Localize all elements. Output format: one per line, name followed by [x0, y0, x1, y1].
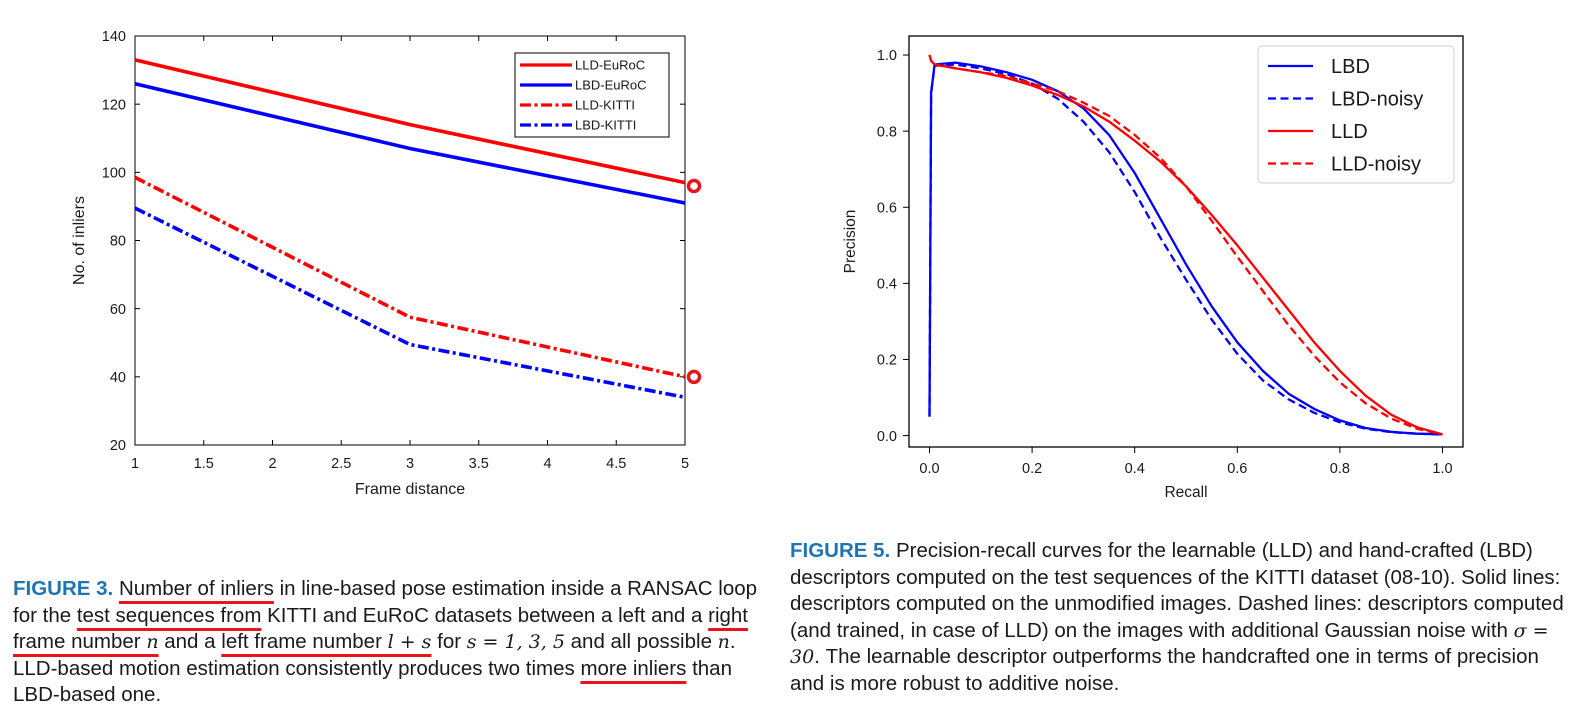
x-tick-label: 2.5: [331, 456, 351, 472]
x-tick-label: 5: [681, 456, 689, 472]
charts-canvas: 1 1.5 2 2.5 3 3.5 4 4.5 5 20 40 60 80 100 120 140 Frame …: [71, 29, 1464, 501]
legend-entry-label: LLD-EuRoC: [575, 58, 645, 73]
y-tick-label: 120: [102, 97, 126, 113]
legend-entry-label: LLD-noisy: [1331, 154, 1421, 176]
x-tick-label: 0.0: [919, 461, 939, 477]
underlined-text: right frame number n: [13, 604, 748, 654]
caption-text: Precision-recall curves for the learnabl…: [790, 539, 1564, 642]
x-tick-label: 1.0: [1432, 461, 1452, 477]
series-line-lld-euroc: [134, 58, 686, 185]
series-line-lbd-euroc: [134, 81, 686, 205]
legend-entry-label: LBD-KITTI: [575, 118, 636, 133]
caption-text: and a: [158, 630, 222, 654]
x-tick-label: 0.2: [1022, 461, 1042, 477]
x-tick-label: 1.5: [194, 456, 214, 472]
annotation-circle-marker: [686, 178, 702, 194]
x-tick-label: 0.6: [1227, 461, 1247, 477]
caption-text: in line-based pose estimation inside a R…: [13, 577, 758, 627]
underlined-text: left frame number l + s: [221, 630, 431, 653]
legend-entry-label: LBD-noisy: [1331, 89, 1423, 111]
y-tick-label: 140: [102, 29, 126, 45]
underlined-text: test sequences from: [76, 603, 262, 627]
caption-text: left frame number: [221, 630, 388, 654]
x-tick-label: 0.8: [1330, 461, 1350, 477]
series-line-lbd: [928, 61, 1443, 436]
figure-5-label: FIGURE 5.: [790, 539, 891, 562]
legend-entry-label: LBD: [1331, 56, 1370, 78]
math-l-plus-s: l + s: [387, 631, 432, 654]
y-tick-label: 40: [110, 370, 126, 386]
y-tick-label: 0.8: [877, 124, 897, 140]
x-tick-label: 3.5: [469, 456, 489, 472]
legend-entry-label: LBD-EuRoC: [575, 78, 647, 93]
y-tick-label: 80: [110, 234, 126, 250]
math-n: n: [146, 631, 159, 654]
underlined-text: more inliers: [580, 656, 687, 680]
figure-3-label: FIGURE 3.: [13, 577, 114, 600]
math-n: n: [717, 631, 730, 654]
y-tick-label: 1.0: [877, 48, 897, 64]
y-tick-label: 100: [102, 166, 126, 182]
y-tick-label: 0.2: [877, 353, 897, 369]
figure-5-caption: FIGURE 5. Precision-recall curves for th…: [790, 538, 1565, 698]
caption-text: right frame number: [13, 603, 749, 654]
series-line-lbd-noisy: [928, 63, 1443, 436]
series-line-lld-kitti: [134, 175, 686, 379]
y-tick-label: 60: [110, 302, 126, 318]
y-tick-label: 20: [110, 438, 126, 454]
x-tick-label: 4: [543, 456, 551, 472]
series-line-lld: [928, 54, 1443, 436]
legend-box: [1257, 45, 1455, 184]
y-axis-label: Precision: [842, 210, 859, 274]
x-tick-label: 3: [406, 456, 414, 472]
math-s-values: s = 1, 3, 5: [466, 631, 565, 654]
precision-recall-chart: 0.0 0.2 0.4 0.6 0.8 1.0 0.0 0.2 0.4 0.6 0.8 1.0 Reca…: [842, 35, 1464, 501]
figure-3-caption: FIGURE 3. Number of inliers in line-base…: [13, 576, 783, 709]
y-tick-label: 0.0: [877, 429, 897, 445]
legend-box: [514, 52, 670, 138]
series-line-lbd-kitti: [134, 206, 686, 400]
inliers-chart: 1 1.5 2 2.5 3 3.5 4 4.5 5 20 40 60 80 100 120 140 Frame …: [71, 29, 702, 498]
plot-frame: [908, 35, 1464, 448]
caption-text: than LBD-based one.: [13, 656, 732, 707]
legend-entry-label: LLD-KITTI: [575, 98, 635, 113]
x-tick-label: 2: [268, 456, 276, 472]
x-tick-label: 1: [131, 456, 139, 472]
math-sigma: σ = 30: [790, 619, 1549, 669]
y-tick-label: 0.6: [877, 200, 897, 216]
y-axis-label: No. of inliers: [71, 196, 88, 285]
caption-text: KITTI and EuRoC datasets between a left …: [261, 603, 709, 627]
annotation-circle-marker: [686, 369, 702, 385]
caption-text: and all possible: [564, 630, 718, 654]
x-tick-label: 0.4: [1125, 461, 1145, 477]
legend-entry-label: LLD: [1331, 121, 1368, 143]
x-axis-label: Frame distance: [355, 481, 465, 498]
caption-text: . LLD-based motion estimation consistent…: [13, 630, 736, 680]
underlined-text: Number of inliers: [118, 577, 274, 600]
y-tick-label: 0.4: [877, 277, 897, 293]
x-tick-label: 4.5: [606, 456, 626, 472]
caption-text: for: [431, 630, 467, 654]
caption-text: . The learnable descriptor outperforms t…: [790, 645, 1539, 695]
x-axis-label: Recall: [1164, 484, 1207, 501]
